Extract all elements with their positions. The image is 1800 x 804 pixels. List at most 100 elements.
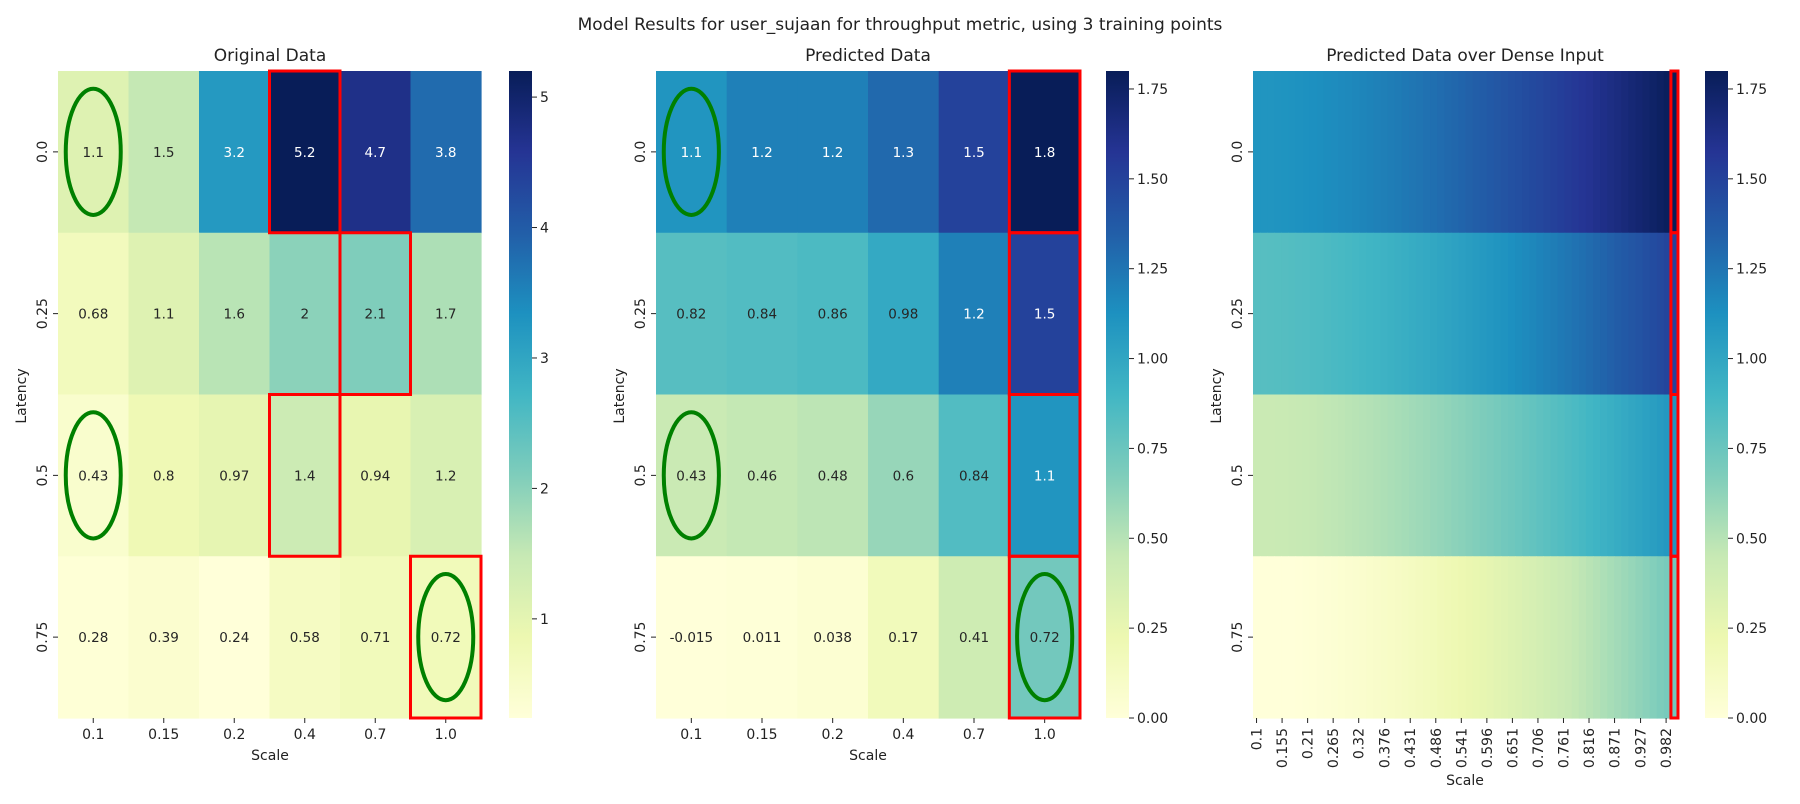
heatmap-cell <box>656 71 728 234</box>
dense-cell <box>1621 232 1630 396</box>
dense-cell <box>1253 71 1261 234</box>
dense-cell <box>1628 556 1637 719</box>
y-tick-label: 0.0 <box>35 141 51 163</box>
dense-cell <box>1288 71 1297 234</box>
heatmap-cell <box>58 394 130 557</box>
dense-cell <box>1373 556 1382 719</box>
dense-cell <box>1253 394 1261 557</box>
dense-cell <box>1656 232 1665 396</box>
cell-label: 0.24 <box>219 630 249 646</box>
dense-cell <box>1437 556 1445 719</box>
dense-cell <box>1593 71 1601 234</box>
colorbar <box>1705 71 1728 718</box>
cell-label: 4.7 <box>365 145 386 161</box>
dense-cell <box>1543 71 1552 234</box>
cell-label: 0.39 <box>149 630 179 646</box>
dense-cell <box>1430 232 1438 396</box>
dense-cell <box>1430 394 1438 557</box>
dense-cell <box>1330 394 1339 557</box>
heatmap-cell <box>938 394 1010 557</box>
cell-label: 0.41 <box>959 630 989 646</box>
dense-cell <box>1408 556 1417 719</box>
dense-cell <box>1302 394 1311 557</box>
cell-label: 1.7 <box>435 307 456 323</box>
dense-cell <box>1600 394 1608 557</box>
dense-cell <box>1550 232 1559 396</box>
cell-label: 1.5 <box>1034 307 1055 323</box>
dense-cell <box>1578 394 1587 557</box>
heatmap-cell <box>199 556 271 719</box>
ylabel-original: Latency <box>14 368 30 423</box>
cell-label: 0.17 <box>888 630 918 646</box>
dense-cell <box>1451 394 1460 557</box>
cell-label: 2.1 <box>365 307 386 323</box>
colorbar-tick-label: 1.75 <box>1736 82 1767 98</box>
y-tick-label: 0.5 <box>35 464 51 486</box>
heatmap-cell <box>128 556 200 719</box>
dense-cell <box>1607 394 1615 557</box>
dense-cell <box>1345 232 1353 396</box>
dense-cell <box>1607 232 1615 396</box>
dense-cell <box>1515 556 1523 719</box>
heatmap-cell <box>128 394 200 557</box>
dense-cell <box>1352 394 1360 557</box>
heatmap-cell <box>269 394 341 557</box>
colorbar-tick-label: 0.75 <box>1137 441 1168 457</box>
cell-label: 0.84 <box>959 468 989 484</box>
heatmap-cell <box>726 556 798 719</box>
x-tick-label: 1.0 <box>1034 727 1056 743</box>
dense-cell <box>1607 71 1615 234</box>
dense-cell <box>1465 394 1474 557</box>
dense-cell <box>1600 556 1608 719</box>
training-point-ellipse <box>1015 572 1075 703</box>
cell-label: 1.2 <box>963 307 984 323</box>
dense-cell <box>1670 556 1679 719</box>
x-tick-label: 0.155 <box>1275 728 1291 768</box>
x-tick-label: 0.596 <box>1480 728 1496 768</box>
heatmap-cell <box>199 394 271 557</box>
dense-cell <box>1323 71 1332 234</box>
dense-cell <box>1316 232 1325 396</box>
cell-label: 1.1 <box>83 145 104 161</box>
dense-cell <box>1564 71 1573 234</box>
dense-cell <box>1415 556 1424 719</box>
training-point-ellipse <box>661 86 721 217</box>
dense-cell <box>1600 71 1608 234</box>
cell-label: 0.8 <box>153 468 174 484</box>
x-tick-label: 0.4 <box>892 727 914 743</box>
x-tick-label: 0.706 <box>1531 728 1547 768</box>
cell-label: 0.58 <box>290 630 320 646</box>
cell-label: 1.1 <box>1034 468 1055 484</box>
dense-cell <box>1345 71 1353 234</box>
dense-cell <box>1288 232 1297 396</box>
dense-cell <box>1508 556 1516 719</box>
heatmap-cell <box>868 232 940 396</box>
dense-cell <box>1515 232 1523 396</box>
heatmap-cell <box>340 71 412 234</box>
dense-cell <box>1515 394 1523 557</box>
xlabel-original: Scale <box>251 748 289 764</box>
dense-cell <box>1493 232 1502 396</box>
dense-cell <box>1500 71 1509 234</box>
dense-cell <box>1522 232 1530 396</box>
dense-cell <box>1465 556 1474 719</box>
dense-cell <box>1295 232 1304 396</box>
dense-cell <box>1295 71 1304 234</box>
x-tick-label: 0.32 <box>1352 728 1368 759</box>
x-tick-label: 0.15 <box>746 727 777 743</box>
cell-label: 3.2 <box>224 145 245 161</box>
heatmap-cell <box>340 232 412 396</box>
heatmap-cell <box>797 394 869 557</box>
dense-cell <box>1408 394 1417 557</box>
dense-cell <box>1593 232 1601 396</box>
dense-cell <box>1529 71 1537 234</box>
highlight-box <box>268 393 342 558</box>
cell-label: 0.43 <box>78 468 108 484</box>
dense-cell <box>1338 71 1346 234</box>
dense-cell <box>1345 394 1353 557</box>
dense-cell <box>1394 394 1403 557</box>
x-tick-label: 1.0 <box>435 727 457 743</box>
x-tick-label: 0.4 <box>294 727 316 743</box>
colorbar-tick-label: 3 <box>540 351 549 367</box>
y-tick-label: 0.75 <box>633 622 649 653</box>
